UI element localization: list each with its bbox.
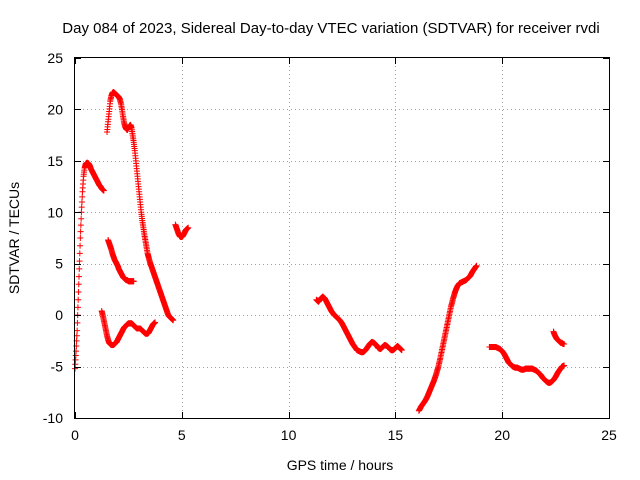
- x-tick-label: 20: [494, 427, 510, 443]
- y-tick-label: 15: [47, 153, 63, 169]
- data-point: [74, 304, 81, 311]
- data-point: [75, 296, 82, 303]
- axis-ticks: 0 5 10 15 20 25 -10 -5 0 5 10 15 20 25: [43, 50, 617, 443]
- y-tick-label: 20: [47, 101, 63, 117]
- data-point: [170, 317, 177, 324]
- data-point: [76, 273, 83, 280]
- series-arc2: [104, 88, 177, 324]
- data-point: [77, 228, 84, 235]
- y-tick-label: 5: [55, 256, 63, 272]
- series-arc1: [72, 159, 107, 372]
- y-tick-label: -5: [51, 359, 64, 375]
- series-arc7: [415, 262, 480, 414]
- y-tick-label: 10: [47, 204, 63, 220]
- data-point: [185, 224, 192, 231]
- data-point: [77, 242, 84, 249]
- plot-frame: [74, 57, 610, 419]
- data-point: [77, 222, 84, 229]
- data-point: [75, 289, 82, 295]
- data-point: [152, 319, 159, 326]
- data-point: [74, 327, 81, 334]
- series-arc5: [172, 221, 192, 240]
- x-tick-label: 25: [601, 427, 617, 443]
- data-point: [76, 250, 83, 257]
- x-axis-label: GPS time / hours: [287, 457, 394, 473]
- data-point: [77, 235, 84, 241]
- y-tick-label: 0: [55, 307, 63, 323]
- series-arc8: [486, 344, 568, 387]
- data-points: [72, 88, 568, 414]
- data-point: [78, 199, 85, 205]
- data-point: [473, 262, 480, 269]
- y-tick-label: 25: [47, 50, 63, 66]
- series-arc6: [313, 293, 405, 356]
- x-tick-label: 0: [71, 427, 79, 443]
- y-tick-label: -10: [43, 410, 63, 426]
- grid-lines: [75, 58, 609, 418]
- data-point: [73, 348, 80, 355]
- data-point: [79, 193, 86, 200]
- data-point: [100, 187, 107, 194]
- data-point: [76, 265, 83, 272]
- chart-title: Day 084 of 2023, Sidereal Day-to-day VTE…: [62, 20, 599, 37]
- y-axis-label: SDTVAR / TECUs: [6, 182, 22, 294]
- x-tick-label: 5: [178, 427, 186, 443]
- x-tick-label: 15: [388, 427, 404, 443]
- data-point: [398, 347, 405, 354]
- series-arc3: [105, 237, 137, 285]
- data-point: [78, 215, 85, 222]
- data-point: [561, 362, 568, 369]
- data-point: [78, 204, 85, 211]
- series-arc4: [98, 308, 159, 348]
- data-point: [130, 278, 137, 285]
- data-point: [76, 258, 83, 265]
- series-arc9: [550, 328, 568, 347]
- data-point: [75, 281, 82, 288]
- data-point: [74, 319, 81, 326]
- data-point: [561, 340, 568, 347]
- x-tick-label: 10: [281, 427, 297, 443]
